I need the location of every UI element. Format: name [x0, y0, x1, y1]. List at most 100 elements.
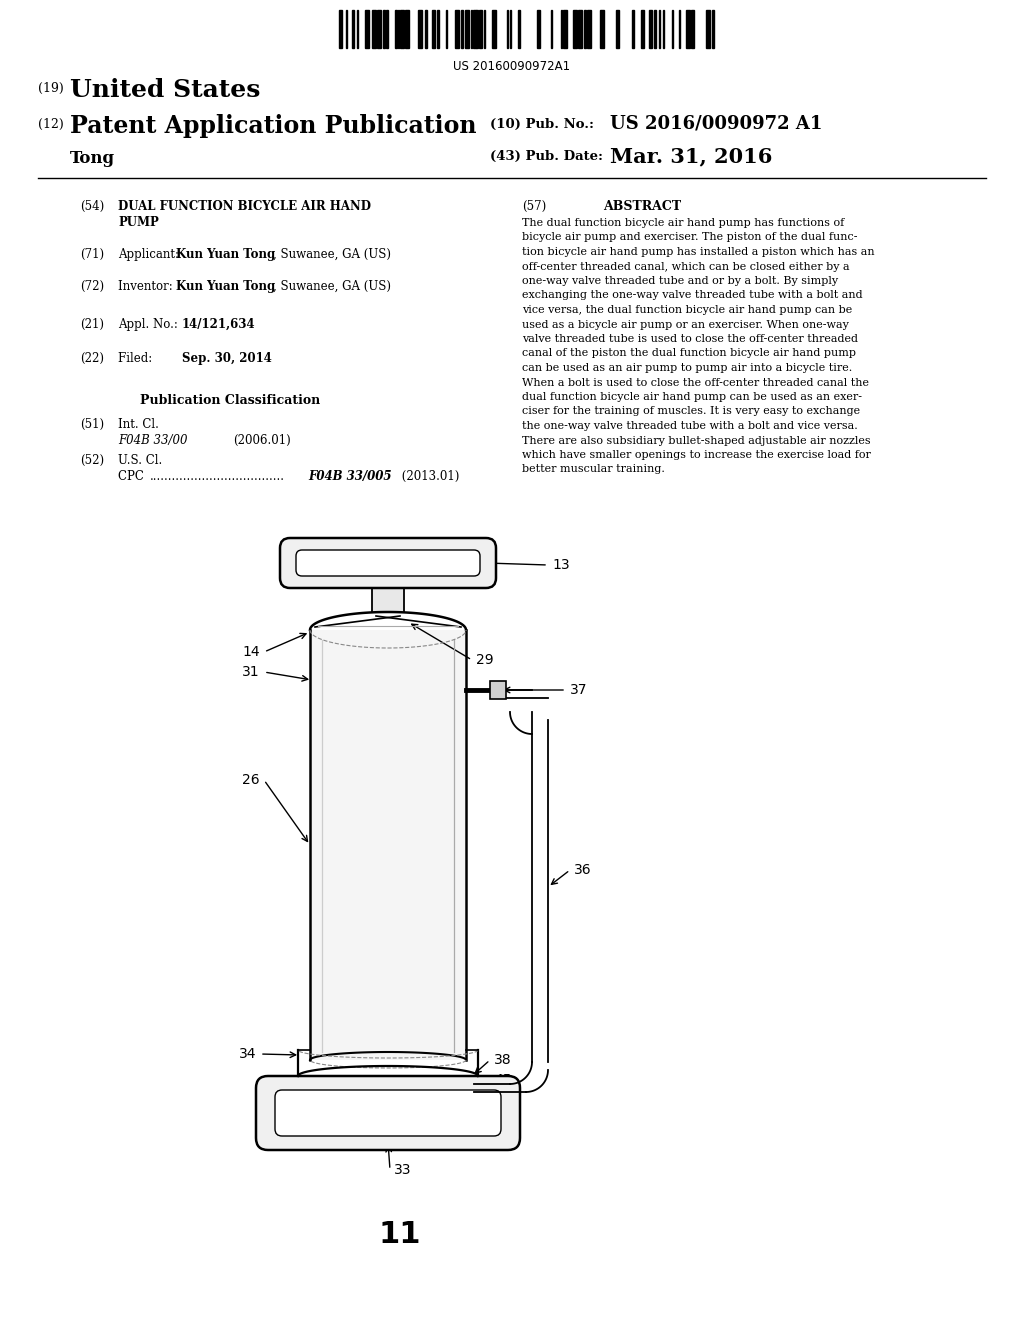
Text: Inventor:: Inventor:	[118, 280, 184, 293]
Text: (57): (57)	[522, 201, 546, 213]
Text: tion bicycle air hand pump has installed a piston which has an: tion bicycle air hand pump has installed…	[522, 247, 874, 257]
Bar	[400, 11, 403, 48]
Text: 13: 13	[552, 558, 569, 572]
Text: F04B 33/005: F04B 33/005	[308, 470, 391, 483]
Text: (12): (12)	[38, 117, 63, 131]
Bar	[352, 11, 354, 48]
Bar	[654, 11, 656, 48]
Text: dual function bicycle air hand pump can be used as an exer-: dual function bicycle air hand pump can …	[522, 392, 862, 403]
Text: Applicant:: Applicant:	[118, 248, 182, 261]
Text: 14: 14	[243, 645, 260, 659]
Text: Mar. 31, 2016: Mar. 31, 2016	[610, 147, 772, 166]
Text: US 20160090972A1: US 20160090972A1	[454, 59, 570, 73]
Text: canal of the piston the dual function bicycle air hand pump: canal of the piston the dual function bi…	[522, 348, 856, 359]
Text: can be used as an air pump to pump air into a bicycle tire.: can be used as an air pump to pump air i…	[522, 363, 852, 374]
Bar	[372, 578, 404, 612]
Text: 45: 45	[494, 1073, 512, 1086]
Bar	[615, 11, 620, 48]
Text: 26: 26	[243, 774, 260, 787]
Bar	[397, 11, 399, 48]
Bar	[563, 11, 567, 48]
Bar	[395, 11, 396, 48]
Bar	[461, 11, 463, 48]
Bar	[507, 11, 508, 48]
Bar	[465, 11, 469, 48]
Text: 11: 11	[379, 1220, 421, 1249]
FancyBboxPatch shape	[296, 550, 480, 576]
Bar	[377, 11, 381, 48]
Text: Patent Application Publication: Patent Application Publication	[70, 114, 476, 139]
Text: 14/121,634: 14/121,634	[182, 318, 256, 331]
Text: PUMP: PUMP	[118, 216, 159, 228]
Text: Filed:: Filed:	[118, 352, 178, 366]
Bar	[600, 11, 604, 48]
Text: 29: 29	[476, 653, 494, 667]
Text: Sep. 30, 2014: Sep. 30, 2014	[182, 352, 272, 366]
Text: ciser for the training of muscles. It is very easy to exchange: ciser for the training of muscles. It is…	[522, 407, 860, 417]
Bar	[386, 11, 388, 48]
Text: , Suwanee, GA (US): , Suwanee, GA (US)	[273, 280, 391, 293]
Text: When a bolt is used to close the off-center threaded canal the: When a bolt is used to close the off-cen…	[522, 378, 869, 388]
Text: 36: 36	[574, 863, 592, 876]
Text: exchanging the one-way valve threaded tube with a bolt and: exchanging the one-way valve threaded tu…	[522, 290, 862, 301]
Bar	[455, 11, 459, 48]
Bar	[436, 11, 439, 48]
FancyBboxPatch shape	[256, 1076, 520, 1150]
Text: valve threaded tube is used to close the off-center threaded: valve threaded tube is used to close the…	[522, 334, 858, 345]
Text: , Suwanee, GA (US): , Suwanee, GA (US)	[273, 248, 391, 261]
Bar	[432, 11, 434, 48]
Text: Kun Yuan Tong: Kun Yuan Tong	[176, 280, 275, 293]
Text: Publication Classification: Publication Classification	[140, 393, 321, 407]
Text: 38: 38	[494, 1053, 512, 1067]
Text: (22): (22)	[80, 352, 104, 366]
Text: (10) Pub. No.:: (10) Pub. No.:	[490, 117, 594, 131]
Text: off-center threaded canal, which can be closed either by a: off-center threaded canal, which can be …	[522, 261, 850, 272]
FancyBboxPatch shape	[275, 1090, 501, 1137]
Text: the one-way valve threaded tube with a bolt and vice versa.: the one-way valve threaded tube with a b…	[522, 421, 858, 432]
Text: F04B 33/00: F04B 33/00	[118, 434, 187, 447]
Bar	[641, 11, 644, 48]
Text: Appl. No.:: Appl. No.:	[118, 318, 181, 331]
Bar	[479, 11, 481, 48]
Text: 33: 33	[394, 1163, 412, 1177]
Text: (52): (52)	[80, 454, 104, 467]
Bar	[573, 11, 577, 48]
Text: 37: 37	[570, 682, 588, 697]
Bar	[404, 11, 409, 48]
Text: 34: 34	[239, 1047, 256, 1061]
Text: bicycle air pump and exerciser. The piston of the dual func-: bicycle air pump and exerciser. The pist…	[522, 232, 857, 243]
Bar	[490, 681, 506, 700]
Bar	[517, 11, 520, 48]
Text: which have smaller openings to increase the exercise load for: which have smaller openings to increase …	[522, 450, 870, 459]
Text: used as a bicycle air pump or an exerciser. When one-way: used as a bicycle air pump or an exercis…	[522, 319, 849, 330]
Bar	[365, 11, 369, 48]
Text: DUAL FUNCTION BICYCLE AIR HAND: DUAL FUNCTION BICYCLE AIR HAND	[118, 201, 371, 213]
Text: (71): (71)	[80, 248, 104, 261]
Text: (2013.01): (2013.01)	[398, 470, 460, 483]
Bar	[473, 11, 475, 48]
Bar	[632, 11, 634, 48]
Text: There are also subsidiary bullet-shaped adjustable air nozzles: There are also subsidiary bullet-shaped …	[522, 436, 870, 446]
Text: one-way valve threaded tube and or by a bolt. By simply: one-way valve threaded tube and or by a …	[522, 276, 838, 286]
Bar	[649, 11, 652, 48]
Text: The dual function bicycle air hand pump has functions of: The dual function bicycle air hand pump …	[522, 218, 844, 228]
Bar	[679, 11, 680, 48]
Text: (21): (21)	[80, 318, 104, 331]
Bar	[691, 11, 694, 48]
Text: ....................................: ....................................	[150, 470, 285, 483]
Bar	[383, 11, 385, 48]
Text: (72): (72)	[80, 280, 104, 293]
Text: U.S. Cl.: U.S. Cl.	[118, 454, 162, 467]
Bar	[372, 11, 376, 48]
Bar	[578, 11, 582, 48]
Bar	[706, 11, 710, 48]
Bar	[712, 11, 715, 48]
Text: 31: 31	[243, 665, 260, 678]
Text: US 2016/0090972 A1: US 2016/0090972 A1	[610, 114, 822, 132]
Bar	[418, 11, 422, 48]
Bar	[492, 11, 496, 48]
Bar	[310, 630, 466, 1060]
FancyBboxPatch shape	[280, 539, 496, 587]
Text: Kun Yuan Tong: Kun Yuan Tong	[176, 248, 275, 261]
Text: United States: United States	[70, 78, 260, 102]
